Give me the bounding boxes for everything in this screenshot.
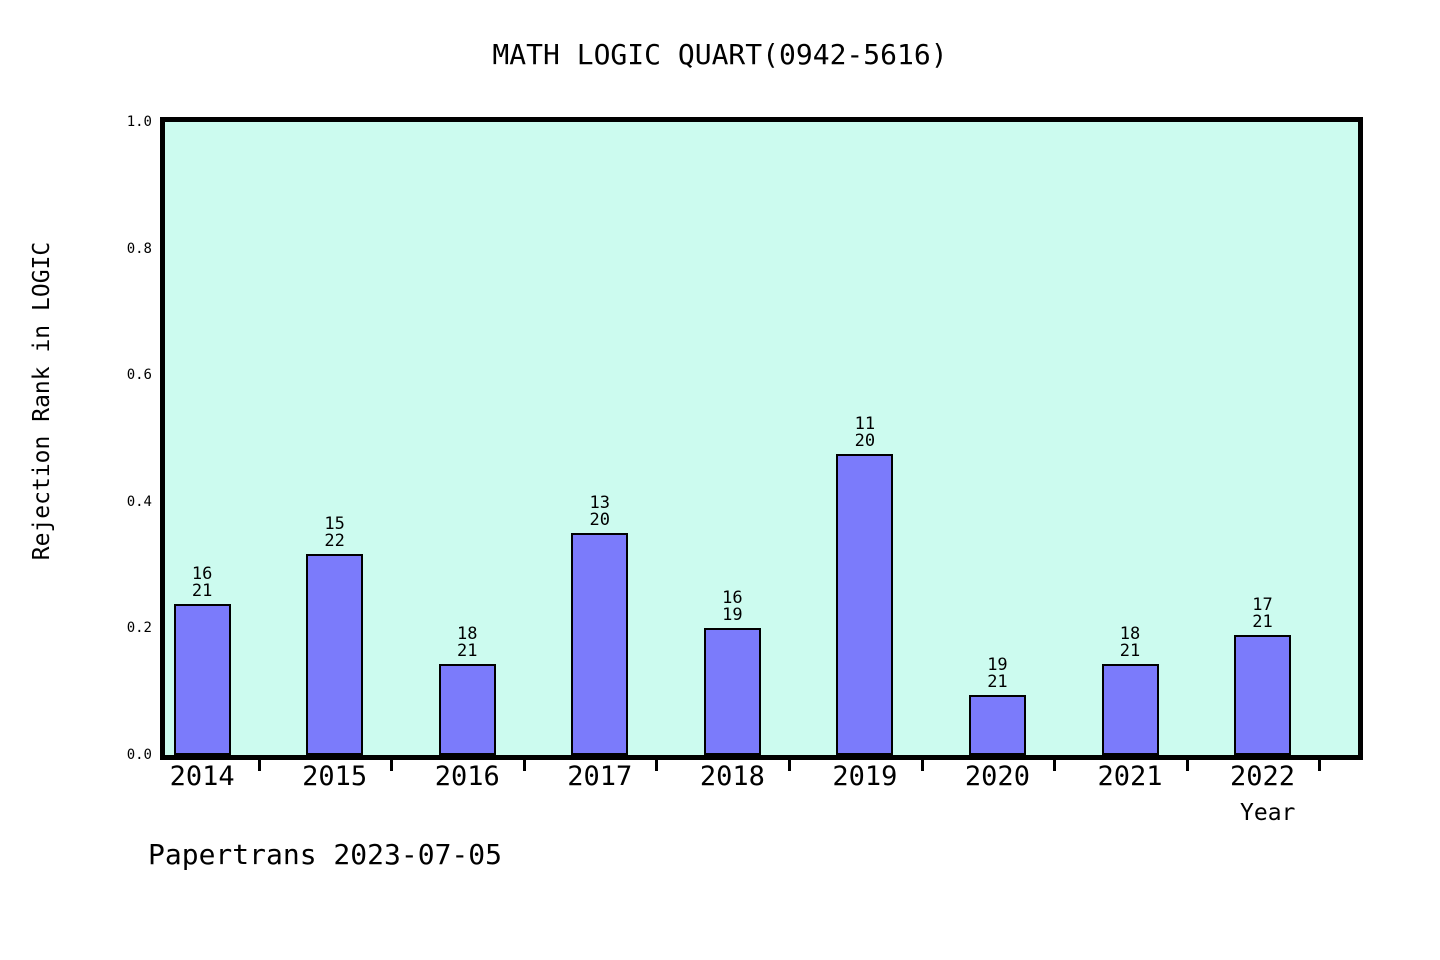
bar-label-numerator: 16 [722,588,743,609]
x-tick-mark [920,760,924,771]
x-tick-mark [522,760,526,771]
y-axis-label: Rejection Rank in LOGIC [29,241,55,561]
x-tick-label: 2014 [169,761,235,792]
plot-inner: 16 21 15 22 18 21 13 20 16 19 11 20 19 21 18 21 17 21 [165,122,1358,755]
bar-label-denominator: 21 [1252,611,1273,632]
plot-area: 16 21 15 22 18 21 13 20 16 19 11 20 19 21 18 21 17 21 [160,117,1363,760]
bar-label-denominator: 20 [589,510,611,531]
bar-label-denominator: 21 [987,671,1008,692]
bar-label-denominator: 21 [456,641,478,662]
bar-label-denominator: 21 [191,581,213,602]
bar-label-numerator: 13 [589,493,611,514]
x-tick-mark [1318,760,1322,771]
x-tick-label: 2016 [434,761,500,792]
y-tick-label: 1.0 [126,114,152,130]
bar-label-numerator: 16 [191,564,213,585]
bar[interactable] [836,454,894,755]
bar-label-numerator: 11 [854,414,876,435]
bar[interactable] [1101,664,1159,755]
x-tick-label: 2020 [964,761,1030,792]
y-tick-label: 0.6 [126,367,152,384]
bar[interactable] [438,664,496,755]
bar-label-numerator: 17 [1252,594,1273,615]
bar-value-label: 19 21 [944,654,1051,692]
x-tick-label: 2022 [1230,761,1296,792]
bar-value-label: 17 21 [1209,594,1316,632]
bar-value-label: 16 21 [149,566,256,600]
bar-label-denominator: 19 [722,605,743,626]
y-tick-label: 0.4 [126,493,152,510]
x-tick-mark [390,760,394,771]
bar-label-numerator: 19 [987,654,1008,675]
bar-value-label: 16 19 [679,590,786,624]
x-tick-mark [1185,760,1189,771]
bar-label-numerator: 18 [456,624,478,645]
bar-label-denominator: 22 [324,530,345,551]
x-tick-label: 2017 [567,761,633,792]
bar-label-numerator: 18 [1119,624,1141,645]
bar-label-denominator: 20 [854,431,876,452]
bar[interactable] [703,628,761,755]
bar[interactable] [968,694,1026,755]
bar-label-denominator: 21 [1119,641,1141,662]
bar[interactable] [173,604,231,755]
bar-value-label: 13 20 [546,495,653,529]
bar[interactable] [571,533,629,755]
bar[interactable] [1234,634,1292,755]
chart-title: MATH LOGIC QUART(0942-5616) [492,38,948,71]
bar[interactable] [306,553,364,755]
x-tick-label: 2019 [832,761,898,792]
x-tick-mark [788,760,791,771]
x-tick-mark [257,760,261,771]
x-tick-mark [1053,760,1057,771]
x-tick-label: 2018 [699,761,765,792]
footnote: Papertrans 2023-07-05 [148,838,503,871]
bar-value-label: 18 21 [1077,626,1184,660]
bar-value-label: 11 20 [811,416,918,450]
bar-label-numerator: 15 [324,513,345,534]
y-tick-label: 0.2 [126,620,152,637]
bar-value-label: 18 21 [414,626,521,660]
y-tick-label: 0.8 [126,240,152,257]
y-tick-label: 0.0 [126,747,152,763]
x-tick-label: 2021 [1097,761,1163,792]
bar-value-label: 15 22 [281,513,388,551]
x-axis-label: Year [1240,800,1296,826]
x-tick-mark [655,760,659,771]
x-tick-label: 2015 [302,761,368,792]
